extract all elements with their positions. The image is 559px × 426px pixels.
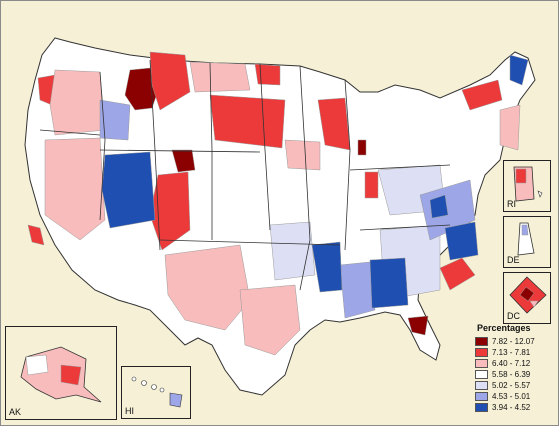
- region-pink-wyoming: [189, 61, 251, 93]
- region-red-north-carolina: [439, 257, 476, 291]
- region-pink-southwest: [164, 244, 251, 331]
- legend-row: 3.94 - 4.52: [475, 402, 553, 413]
- region-darkblue-utah: [101, 151, 156, 229]
- legend-label: 4.53 - 5.01: [492, 392, 531, 401]
- inset-label-dc: DC: [507, 311, 520, 321]
- inset-label-alaska: AK: [9, 407, 22, 417]
- state-borders: [39, 59, 451, 291]
- legend-row: 4.53 - 5.01: [475, 391, 553, 402]
- contiguous-us: [24, 37, 536, 396]
- legend-row: 5.02 - 5.57: [475, 380, 553, 391]
- region-red-new-york: [461, 79, 503, 111]
- region-pink-nebraska: [284, 139, 321, 171]
- legend-swatch: [475, 359, 488, 368]
- region-darkblue-kentucky: [429, 194, 449, 219]
- region-red-dakotas: [209, 94, 286, 149]
- inset-label-hawaii: HI: [125, 406, 134, 416]
- legend-label: 5.58 - 6.39: [492, 370, 531, 379]
- legend-row: 7.82 - 12.07: [475, 336, 553, 347]
- legend-label: 6.40 - 7.12: [492, 359, 531, 368]
- inset-hawaii: HI: [121, 366, 191, 419]
- legend: Percentages 7.82 - 12.07 7.13 - 7.81 6.4…: [475, 323, 553, 413]
- region-red-california-bay: [27, 224, 45, 246]
- region-darkblue-alabama: [369, 257, 409, 309]
- region-dark-red-florida-panhandle: [407, 315, 429, 336]
- inset-rhode-island: RI: [503, 160, 551, 212]
- legend-row: 6.40 - 7.12: [475, 358, 553, 369]
- region-pink-nevada-california: [44, 137, 106, 241]
- region-darkblue-arkansas: [311, 241, 343, 293]
- legend-label: 5.02 - 5.57: [492, 381, 531, 390]
- region-dark-red-colorado: [171, 149, 196, 173]
- dc-shape: [509, 276, 547, 314]
- region-dark-red-michigan: [357, 139, 367, 156]
- delaware-shape: [517, 222, 535, 256]
- region-red-idaho-montana: [149, 51, 191, 111]
- inset-dc: DC: [503, 272, 551, 324]
- legend-swatch: [475, 403, 488, 412]
- legend-swatch: [475, 370, 488, 379]
- alaska-shape: [20, 346, 102, 403]
- inset-label-rhode-island: RI: [507, 199, 516, 209]
- region-red-montana-north: [254, 63, 281, 86]
- legend-label: 7.13 - 7.81: [492, 348, 531, 357]
- region-darkblue-north-carolina: [444, 221, 479, 261]
- rhode-island-shape: [513, 166, 543, 202]
- region-blue-mississippi: [339, 261, 376, 319]
- legend-swatch: [475, 381, 488, 390]
- region-darkblue-maine: [509, 54, 529, 86]
- hawaii-shape: [131, 376, 183, 408]
- region-red-indiana: [364, 171, 379, 199]
- legend-swatch: [475, 392, 488, 401]
- legend-label: 3.94 - 4.52: [492, 403, 531, 412]
- region-lightblue-great-plains: [269, 221, 316, 281]
- region-pink-texas: [239, 284, 301, 356]
- region-blue-idaho: [99, 99, 131, 141]
- legend-label: 7.82 - 12.07: [492, 337, 535, 346]
- legend-row: 5.58 - 6.39: [475, 369, 553, 380]
- legend-swatch: [475, 348, 488, 357]
- legend-row: 7.13 - 7.81: [475, 347, 553, 358]
- inset-label-delaware: DE: [507, 255, 520, 265]
- legend-swatch: [475, 337, 488, 346]
- inset-delaware: DE: [503, 216, 551, 268]
- region-pink-oregon: [49, 69, 106, 136]
- region-pink-new-england: [499, 104, 521, 151]
- legend-title: Percentages: [477, 323, 531, 333]
- inset-alaska: AK: [5, 326, 117, 420]
